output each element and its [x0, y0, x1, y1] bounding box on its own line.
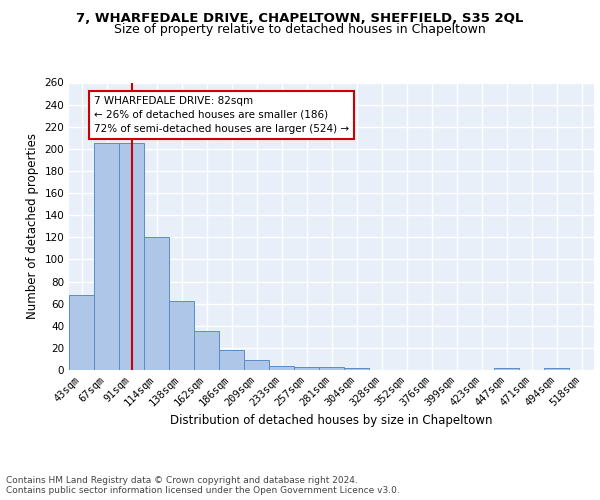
Text: Size of property relative to detached houses in Chapeltown: Size of property relative to detached ho…	[114, 22, 486, 36]
Bar	[344, 368, 369, 370]
Bar	[494, 368, 519, 370]
Bar	[119, 144, 144, 370]
Bar	[319, 366, 344, 370]
Y-axis label: Number of detached properties: Number of detached properties	[26, 133, 39, 320]
Bar	[169, 302, 194, 370]
Bar	[94, 144, 119, 370]
Bar	[294, 366, 319, 370]
Bar	[219, 350, 244, 370]
X-axis label: Distribution of detached houses by size in Chapeltown: Distribution of detached houses by size …	[170, 414, 493, 427]
Bar	[69, 295, 94, 370]
Text: 7, WHARFEDALE DRIVE, CHAPELTOWN, SHEFFIELD, S35 2QL: 7, WHARFEDALE DRIVE, CHAPELTOWN, SHEFFIE…	[76, 12, 524, 26]
Text: 7 WHARFEDALE DRIVE: 82sqm
← 26% of detached houses are smaller (186)
72% of semi: 7 WHARFEDALE DRIVE: 82sqm ← 26% of detac…	[94, 96, 349, 134]
Bar	[244, 360, 269, 370]
Bar	[144, 238, 169, 370]
Bar	[269, 366, 294, 370]
Bar	[194, 332, 219, 370]
Text: Contains HM Land Registry data © Crown copyright and database right 2024.
Contai: Contains HM Land Registry data © Crown c…	[6, 476, 400, 495]
Bar	[544, 368, 569, 370]
